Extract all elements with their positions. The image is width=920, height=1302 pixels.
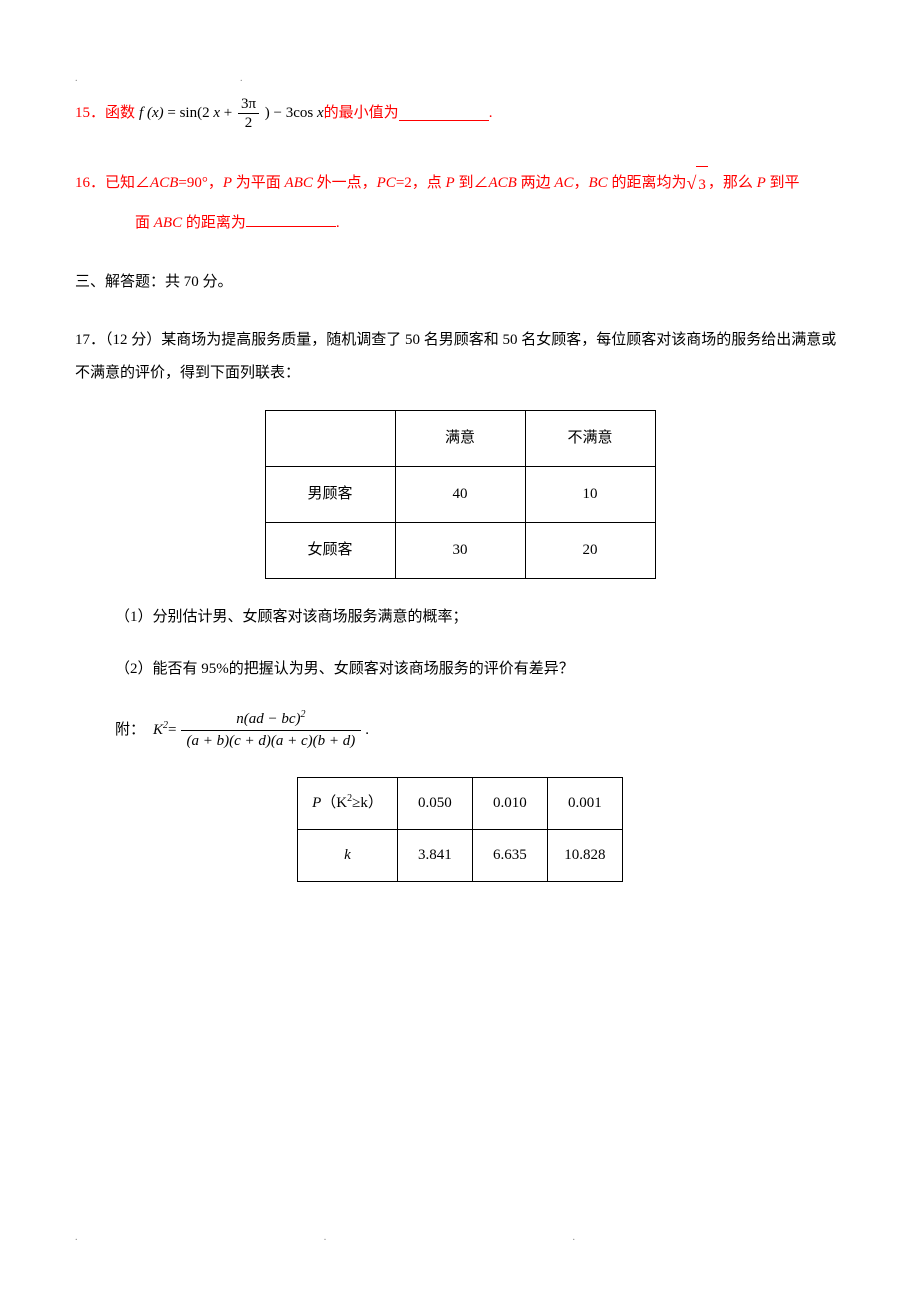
q15-eq: = sin(2 (167, 105, 209, 121)
table-cell: 10 (525, 467, 655, 523)
table-cell: k (298, 830, 398, 882)
section-3-heading: 三、解答题：共 70 分。 (75, 269, 845, 296)
critical-value-table: P（K2≥k） 0.050 0.010 0.001 k 3.841 6.635 … (297, 777, 623, 882)
k2-eq: = (168, 717, 176, 744)
table-cell: 0.010 (472, 778, 547, 830)
q16-ta: 已知∠ (105, 175, 150, 191)
q15-x1: (x) (147, 105, 164, 121)
q16-acb: ACB (150, 175, 178, 191)
table-cell (265, 411, 395, 467)
table-cell: 0.001 (547, 778, 622, 830)
table-row: 满意 不满意 (265, 411, 655, 467)
question-15: 15． 函数 f (x) = sin(2 x + 3π 2 ) − 3cos x… (75, 95, 845, 132)
q15-x3: x (317, 105, 324, 121)
q15-blank (399, 107, 489, 121)
q16-tj: ，那么 (708, 175, 757, 191)
k2-fraction: n(ad − bc)2 (a + b)(c + d)(a + c)(b + d) (181, 708, 362, 752)
q15-number: 15． (75, 100, 105, 127)
q15-fraction: 3π 2 (238, 95, 259, 132)
q15-plus: + (224, 105, 236, 121)
q16-acb2: ACB (488, 175, 516, 191)
q16-td: 外一点， (313, 175, 377, 191)
table-cell: P（K2≥k） (298, 778, 398, 830)
q15-f: f (139, 105, 143, 121)
q17-points: （12 分） (105, 332, 161, 348)
q16-tc: 为平面 (232, 175, 285, 191)
q15-frac-num: 3π (238, 95, 259, 114)
page-marker-top: . . (75, 70, 323, 88)
table-cell: 3.841 (397, 830, 472, 882)
q17-formula: 附： K2 = n(ad − bc)2 (a + b)(c + d)(a + c… (75, 708, 845, 752)
table-cell: 男顾客 (265, 467, 395, 523)
table-row: P（K2≥k） 0.050 0.010 0.001 (298, 778, 623, 830)
table-cell: 30 (395, 523, 525, 579)
q16-bc: BC (589, 175, 608, 191)
table-cell: 6.635 (472, 830, 547, 882)
table-row: k 3.841 6.635 10.828 (298, 830, 623, 882)
q17-subq1: （1）分别估计男、女顾客对该商场服务满意的概率； (75, 604, 845, 631)
q16-blank (246, 213, 336, 227)
q16-period: . (336, 215, 340, 231)
q15-suffix: 的最小值为 (324, 100, 399, 127)
table-cell: 满意 (395, 411, 525, 467)
table-cell: 不满意 (525, 411, 655, 467)
q16-ti: 的距离均为 (608, 175, 687, 191)
q16-p2: P (446, 175, 455, 191)
q17-number: 17． (75, 332, 105, 348)
formula-period: . (365, 717, 369, 744)
table-row: 女顾客 30 20 (265, 523, 655, 579)
contingency-table: 满意 不满意 男顾客 40 10 女顾客 30 20 (265, 410, 656, 579)
table-cell: 女顾客 (265, 523, 395, 579)
q16-sqrt: 3 (686, 162, 707, 205)
q17-intro-text: 某商场为提高服务质量，随机调查了 50 名男顾客和 50 名女顾客，每位顾客对该… (75, 332, 836, 381)
q15-end: ) − 3cos (265, 105, 317, 121)
k2-k: K (153, 722, 163, 738)
table-cell: 40 (395, 467, 525, 523)
q16-th: ， (574, 175, 589, 191)
q16-pc: PC (377, 175, 396, 191)
q16-tb: =90°， (178, 175, 222, 191)
q16-te: =2，点 (396, 175, 446, 191)
table-cell: 0.050 (397, 778, 472, 830)
question-16: 16．已知∠ACB=90°，P 为平面 ABC 外一点，PC=2，点 P 到∠A… (75, 162, 845, 241)
q16-p3: P (757, 175, 766, 191)
k2-den: (a + b)(c + d)(a + c)(b + d) (181, 731, 362, 752)
q16-number: 16． (75, 175, 105, 191)
q16-p1: P (223, 175, 232, 191)
q15-x2: x (213, 105, 220, 121)
q16-l2b: 的距离为 (182, 215, 246, 231)
q16-l2a: 面 (135, 215, 154, 231)
table-cell: 20 (525, 523, 655, 579)
formula-prefix: 附： (115, 717, 145, 744)
table-row: 男顾客 40 10 (265, 467, 655, 523)
page-marker-bottom: ... (75, 1229, 575, 1247)
q16-tf: 到∠ (455, 175, 489, 191)
q16-sqrt-val: 3 (696, 166, 708, 203)
q15-period: . (489, 100, 493, 127)
q17-subq2: （2）能否有 95%的把握认为男、女顾客对该商场服务的评价有差异？ (75, 656, 845, 683)
q16-tk: 到平 (766, 175, 800, 191)
question-17-intro: 17．（12 分）某商场为提高服务质量，随机调查了 50 名男顾客和 50 名女… (75, 324, 845, 390)
q16-abc2: ABC (154, 215, 182, 231)
q15-prefix: 函数 (105, 100, 135, 127)
k2-num: n(ad − bc)2 (181, 708, 362, 731)
q16-ac: AC (554, 175, 573, 191)
q15-frac-den: 2 (238, 114, 259, 132)
q16-tg: 两边 (517, 175, 555, 191)
q16-abc1: ABC (285, 175, 313, 191)
table-cell: 10.828 (547, 830, 622, 882)
